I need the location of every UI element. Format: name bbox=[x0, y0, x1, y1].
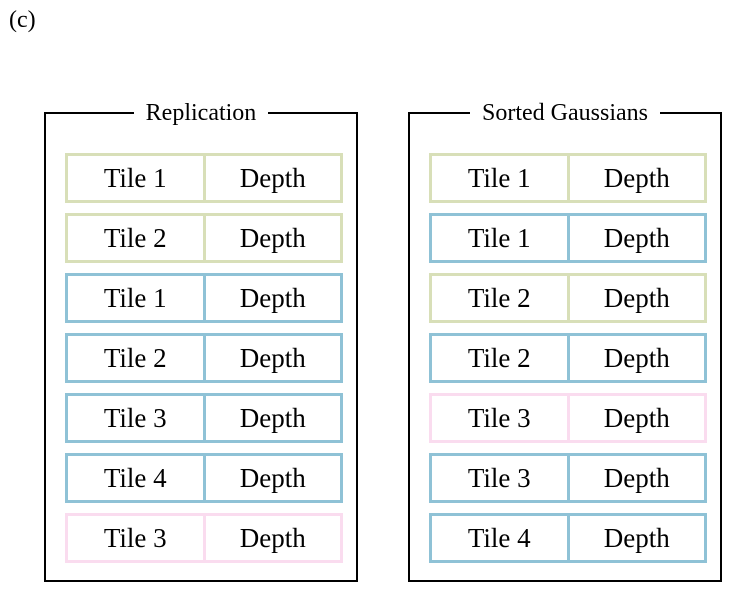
group-title-text: Sorted Gaussians bbox=[470, 100, 660, 126]
tile-id-cell: Tile 2 bbox=[432, 336, 570, 380]
gaussian-entry: Tile 2 Depth bbox=[429, 333, 707, 383]
depth-cell: Depth bbox=[603, 462, 670, 493]
gaussian-entry: Tile 1 Depth bbox=[65, 273, 343, 323]
depth-cell: Depth bbox=[603, 162, 670, 193]
depth-cell: Depth bbox=[603, 522, 670, 553]
gaussian-entry: Tile 1 Depth bbox=[429, 213, 707, 263]
depth-cell: Depth bbox=[239, 402, 306, 433]
tile-id-cell: Tile 2 bbox=[432, 276, 570, 320]
tile-id-cell: Tile 3 bbox=[432, 396, 570, 440]
tile-id-cell: Tile 3 bbox=[68, 516, 206, 560]
gaussian-entry: Tile 3 Depth bbox=[429, 393, 707, 443]
tile-id-cell: Tile 4 bbox=[68, 456, 206, 500]
depth-cell: Depth bbox=[239, 342, 306, 373]
depth-cell: Depth bbox=[603, 402, 670, 433]
depth-cell: Depth bbox=[603, 222, 670, 253]
depth-cell: Depth bbox=[239, 522, 306, 553]
sorted-gaussians-group: Sorted Gaussians Tile 1 Depth Tile 1 Depth T… bbox=[408, 100, 722, 582]
gaussian-entry: Tile 3 Depth bbox=[65, 393, 343, 443]
replication-rows: Tile 1 Depth Tile 2 Depth Tile 1 Depth Tile 2 D… bbox=[65, 153, 343, 573]
depth-cell: Depth bbox=[239, 162, 306, 193]
gaussian-entry: Tile 2 Depth bbox=[429, 273, 707, 323]
gaussian-entry: Tile 4 Depth bbox=[65, 453, 343, 503]
tile-id-cell: Tile 3 bbox=[432, 456, 570, 500]
gaussian-entry: Tile 4 Depth bbox=[429, 513, 707, 563]
group-title: Sorted Gaussians bbox=[410, 97, 720, 129]
depth-cell: Depth bbox=[603, 282, 670, 313]
tile-id-cell: Tile 2 bbox=[68, 216, 206, 260]
tile-id-cell: Tile 1 bbox=[68, 276, 206, 320]
group-title-text: Replication bbox=[133, 100, 269, 126]
gaussian-entry: Tile 2 Depth bbox=[65, 213, 343, 263]
tile-id-cell: Tile 1 bbox=[432, 216, 570, 260]
gaussian-entry: Tile 1 Depth bbox=[65, 153, 343, 203]
depth-cell: Depth bbox=[239, 222, 306, 253]
depth-cell: Depth bbox=[603, 342, 670, 373]
tile-id-cell: Tile 4 bbox=[432, 516, 570, 560]
depth-cell: Depth bbox=[239, 462, 306, 493]
tile-id-cell: Tile 1 bbox=[68, 156, 206, 200]
gaussian-entry: Tile 3 Depth bbox=[65, 513, 343, 563]
replication-group: Replication Tile 1 Depth Tile 2 Depth Tile 1… bbox=[44, 100, 358, 582]
panel-label: (c) bbox=[9, 7, 36, 33]
gaussian-entry: Tile 2 Depth bbox=[65, 333, 343, 383]
gaussian-entry: Tile 1 Depth bbox=[429, 153, 707, 203]
sorted-gaussians-rows: Tile 1 Depth Tile 1 Depth Tile 2 Depth Tile 2 D… bbox=[429, 153, 707, 573]
tile-id-cell: Tile 2 bbox=[68, 336, 206, 380]
depth-cell: Depth bbox=[239, 282, 306, 313]
tile-id-cell: Tile 3 bbox=[68, 396, 206, 440]
group-title: Replication bbox=[46, 97, 356, 129]
tile-id-cell: Tile 1 bbox=[432, 156, 570, 200]
gaussian-entry: Tile 3 Depth bbox=[429, 453, 707, 503]
